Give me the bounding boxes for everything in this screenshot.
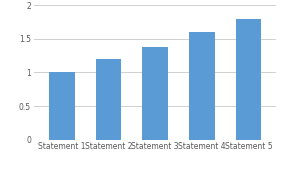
Bar: [96, 59, 121, 140]
Bar: [49, 72, 75, 140]
Bar: [235, 19, 261, 140]
Bar: [189, 32, 215, 140]
Bar: [142, 47, 168, 140]
